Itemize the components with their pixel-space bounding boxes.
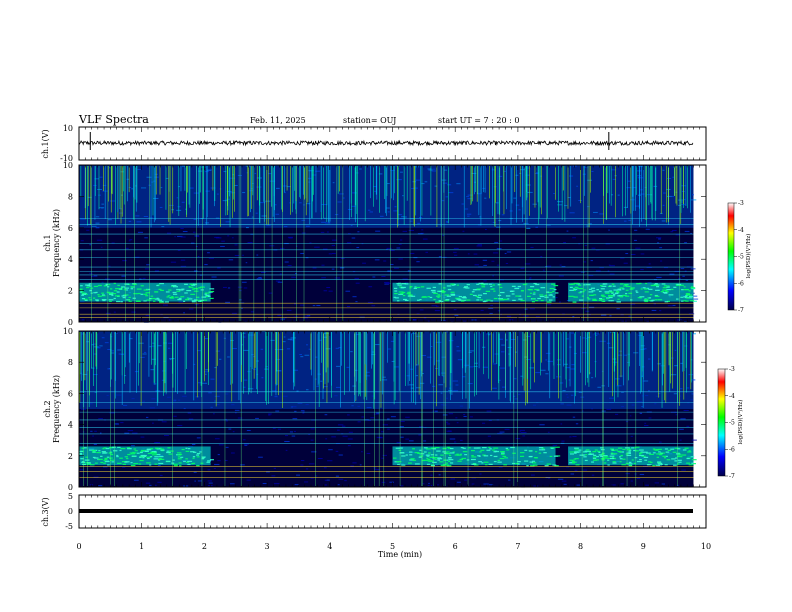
colorbar-tick-label: -4	[729, 393, 735, 400]
ch1-ylabel: ch.1(V)	[41, 129, 50, 158]
ch1-spec-ylabel-channel: ch.1	[43, 234, 52, 251]
time-tick-label: 0	[76, 542, 81, 551]
ch2-spec-ticks	[78, 331, 707, 487]
time-tick-label: 3	[265, 542, 270, 551]
time-tick-label: 9	[641, 542, 646, 551]
colorbar-tick-label: -6	[738, 280, 744, 287]
ch1-spec-ylabel-frequency: Frequency (kHz)	[52, 209, 61, 277]
ch1-spec-yticks: 0 2 4 6 8 10	[63, 161, 706, 327]
time-tick-label: 1	[139, 542, 144, 551]
ch1-colorbar-label: log(PSD)(V²/Hz)	[745, 234, 752, 279]
time-axis-label: Time (min)	[378, 550, 422, 559]
time-tick-label: 5	[390, 542, 395, 551]
ch1-ytick-top: 10	[63, 124, 73, 133]
date-label: Feb. 11, 2025	[250, 116, 306, 125]
ch2-colorbar-label: log(PSD)(V²/Hz)	[737, 400, 744, 445]
y-tick-label: 4	[68, 255, 73, 264]
ch1-colorbar: -3 -4 -5 -6 -7 log(PSD)(V²/Hz)	[727, 200, 752, 314]
time-tick-label: 2	[202, 542, 207, 551]
start-time-label: start UT = 7 : 20 : 0	[438, 116, 519, 125]
colorbar-tick-label: -5	[738, 254, 744, 261]
ch1-spectrogram-image	[79, 165, 706, 323]
ch2-colorbar: -3 -4 -5 -6 -7 log(PSD)(V²/Hz)	[717, 366, 744, 480]
ch2-spec-yticks: 0 2 4 6 8 10	[63, 327, 706, 492]
y-tick-label: 0	[68, 483, 73, 492]
colorbar-tick-label: -7	[738, 307, 744, 314]
ch2-spectrogram-panel: 0 2 4 6 8 10 ch.2 Frequency (kHz) -3 -4 -5 -6 -7 …	[43, 327, 744, 492]
colorbar-tick-label: -4	[738, 227, 744, 234]
ch1-x-ticks	[78, 127, 707, 160]
ch1-spec-ticks	[78, 165, 707, 322]
time-tick-label: 10	[701, 542, 711, 551]
ch1-waveform-panel: 10 -10 ch.1(V)	[41, 124, 707, 163]
ch1-spectrogram-panel: 0 2 4 6 8 10 ch.1 Frequency (kHz) -3 -4 -5 -6 -7 …	[43, 161, 752, 327]
ch3-waveform-panel: 5 0 -5 ch.3(V)	[41, 492, 707, 531]
time-tick-label: 7	[515, 542, 520, 551]
ch3-x-ticks	[78, 495, 707, 528]
y-tick-label: 6	[68, 389, 73, 398]
y-tick-label: 6	[68, 224, 73, 233]
ch2-spec-ylabel-frequency: Frequency (kHz)	[52, 375, 61, 443]
colorbar-tick-label: -7	[729, 473, 735, 480]
ch1-waveform-trace	[78, 139, 694, 147]
y-tick-label: 10	[63, 161, 73, 170]
colorbar-tick-label: -3	[729, 366, 735, 373]
ch3-waveform-trace	[79, 509, 693, 513]
y-tick-label: 2	[68, 287, 73, 296]
y-tick-label: 0	[68, 318, 73, 327]
y-tick-label: 10	[63, 327, 73, 336]
y-tick-label: 2	[68, 452, 73, 461]
colorbar-tick-label: -5	[729, 420, 735, 427]
ch3-ytick-top: 5	[68, 492, 73, 501]
time-tick-label: 6	[453, 542, 458, 551]
figure-title: VLF Spectra	[78, 113, 149, 126]
y-tick-label: 8	[68, 192, 73, 201]
colorbar-tick-label: -6	[729, 446, 735, 453]
ch1-ytick-bottom: -10	[60, 154, 73, 163]
ch2-spec-ylabel-channel: ch.2	[43, 400, 52, 417]
colorbar-tick-label: -3	[738, 200, 744, 207]
time-tick-label: 4	[327, 542, 332, 551]
ch3-ytick-bottom: -5	[65, 522, 73, 531]
y-tick-label: 8	[68, 358, 73, 367]
station-label: station= OUJ	[343, 116, 396, 125]
ch3-ytick-mid: 0	[68, 507, 73, 516]
time-axis-tick-labels: 0 1 2 3 4 5 6 7 8 9 10	[76, 542, 711, 551]
ch2-spectrogram-image	[79, 331, 706, 488]
ch3-ylabel: ch.3(V)	[41, 497, 50, 526]
time-tick-label: 8	[578, 542, 583, 551]
y-tick-label: 4	[68, 421, 73, 430]
